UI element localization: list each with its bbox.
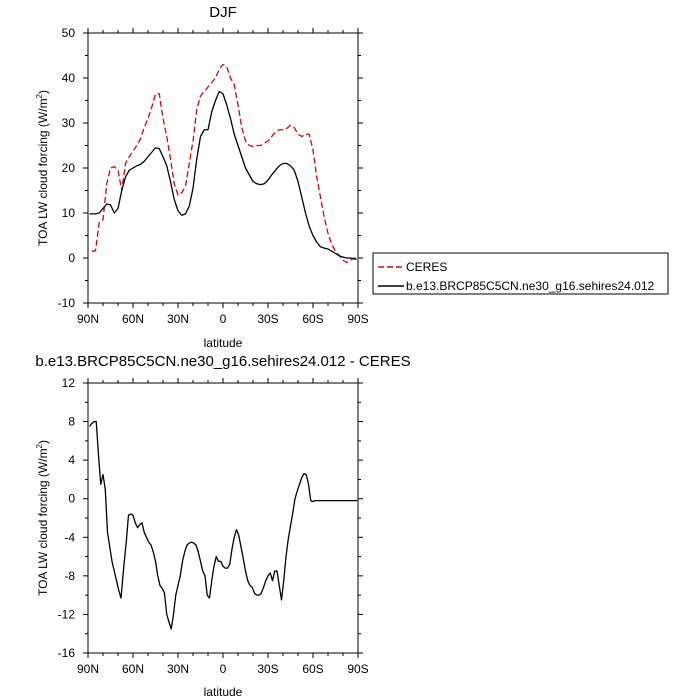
diff-y-tick-label: 8 bbox=[68, 415, 75, 429]
diff-y-tick-label: 4 bbox=[68, 453, 75, 467]
diff-y-tick-label: -8 bbox=[64, 569, 75, 583]
top-y-tick-label: 30 bbox=[62, 116, 76, 130]
diff-x-tick-label: 90S bbox=[347, 662, 368, 676]
y-axis-label: TOA LW cloud forcing (W/m2) bbox=[35, 90, 50, 246]
top-x-tick-label: 90S bbox=[347, 312, 368, 326]
top-y-tick-label: 10 bbox=[62, 206, 76, 220]
top-plot-frame bbox=[87, 32, 359, 304]
top-x-tick-label: 0 bbox=[220, 312, 227, 326]
diff-x-tick-label: 30S bbox=[257, 662, 278, 676]
diff-chart-title: b.e13.BRCP85C5CN.ne30_g16.sehires24.012 … bbox=[35, 353, 410, 370]
y-axis-label-superscript: 2 bbox=[35, 93, 44, 98]
top-y-tick-label: 20 bbox=[62, 161, 76, 175]
top-y-tick-label: 0 bbox=[68, 251, 75, 265]
diff-x-tick-label: 30N bbox=[167, 662, 189, 676]
diff-series-line-0 bbox=[88, 420, 358, 630]
top-series-line-1 bbox=[89, 90, 357, 260]
diff-x-tick-label: 0 bbox=[220, 662, 227, 676]
top-y-tick-label: 40 bbox=[62, 71, 76, 85]
diff-y-tick-label: -12 bbox=[58, 607, 76, 621]
chart-top-panel: DJF 90N 60N 30N 0 30S 60S 90S -10 0 10 20 30 40 50 la… bbox=[35, 4, 669, 350]
top-x-tick-label: 60N bbox=[122, 312, 144, 326]
top-y-tick-label: -10 bbox=[58, 296, 76, 310]
diff-x-axis-label: latitude bbox=[204, 685, 243, 699]
diff-y-axis-label-close: ) bbox=[36, 440, 50, 444]
y-axis-label-close: ) bbox=[36, 90, 50, 94]
diff-y-axis-label-superscript: 2 bbox=[35, 443, 44, 448]
diff-x-tick-label: 90N bbox=[77, 662, 99, 676]
diff-x-tick-label: 60N bbox=[122, 662, 144, 676]
diff-y-tick-label: -4 bbox=[64, 530, 75, 544]
top-x-tick-label: 90N bbox=[77, 312, 99, 326]
chart-title: DJF bbox=[209, 4, 237, 21]
legend-label-model: b.e13.BRCP85C5CN.ne30_g16.sehires24.012 bbox=[406, 279, 654, 293]
x-axis-label: latitude bbox=[204, 336, 243, 350]
diff-x-tick-label: 60S bbox=[302, 662, 323, 676]
top-x-tick-label: 30S bbox=[257, 312, 278, 326]
legend: CERES b.e13.BRCP85C5CN.ne30_g16.sehires2… bbox=[372, 252, 669, 295]
top-x-tick-label: 30N bbox=[167, 312, 189, 326]
diff-y-tick-label: -16 bbox=[58, 646, 76, 660]
diff-y-tick-label: 12 bbox=[62, 376, 76, 390]
top-y-tick-label: 50 bbox=[62, 26, 76, 40]
diff-y-tick-label: 0 bbox=[68, 492, 75, 506]
legend-box bbox=[372, 252, 669, 295]
chart-bottom-panel: b.e13.BRCP85C5CN.ne30_g16.sehires24.012 … bbox=[35, 353, 411, 699]
legend-label-ceres: CERES bbox=[406, 260, 447, 274]
y-axis-label-main: TOA LW cloud forcing (W/m bbox=[36, 98, 50, 246]
top-x-tick-label: 60S bbox=[302, 312, 323, 326]
diff-y-axis-label: TOA LW cloud forcing (W/m2) bbox=[35, 440, 50, 596]
diff-y-axis-label-main: TOA LW cloud forcing (W/m bbox=[36, 448, 50, 596]
top-series-line-0 bbox=[91, 63, 357, 264]
